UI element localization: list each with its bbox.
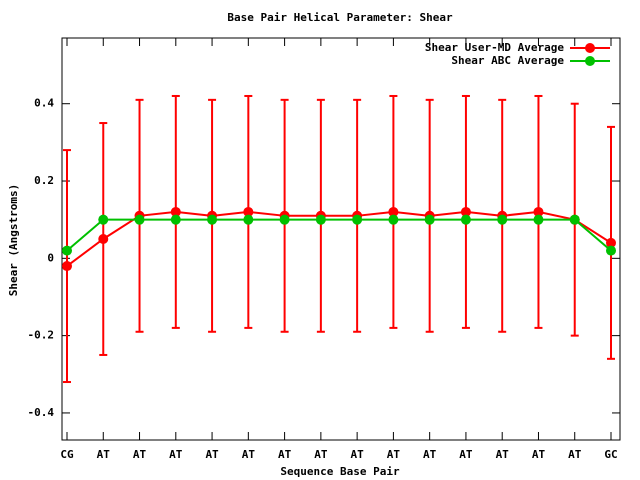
data-point — [134, 214, 145, 225]
plot-frame — [61, 37, 621, 441]
data-point — [460, 206, 471, 217]
data-point — [388, 206, 399, 217]
data-point — [606, 245, 616, 256]
x-tick-label: AT — [278, 448, 292, 461]
data-point — [606, 237, 616, 248]
x-tick-label: AT — [532, 448, 546, 461]
data-point — [460, 214, 471, 225]
x-tick-label: AT — [314, 448, 328, 461]
data-point — [207, 214, 218, 225]
data-point — [98, 214, 109, 225]
series-line — [66, 218, 612, 252]
x-axis-label: Sequence Base Pair — [280, 465, 400, 478]
y-tick-label: -0.4 — [28, 406, 55, 419]
x-tick-label: AT — [568, 448, 582, 461]
data-point — [315, 214, 326, 225]
y-axis-label: Shear (Angstroms) — [7, 184, 20, 297]
y-tick-label: 0.4 — [34, 97, 54, 110]
data-point — [279, 214, 290, 225]
x-tick-label: CG — [60, 448, 74, 461]
data-point — [98, 234, 109, 244]
y-tick-label: -0.2 — [28, 329, 55, 342]
y-tick-label: 0.2 — [34, 174, 54, 187]
data-point — [569, 214, 580, 225]
x-tick-label: AT — [423, 448, 437, 461]
data-point — [62, 245, 72, 256]
x-tick-label: AT — [205, 448, 219, 461]
x-tick-label: AT — [459, 448, 473, 461]
x-tick-label: AT — [351, 448, 365, 461]
x-tick-label: AT — [169, 448, 183, 461]
legend-marker — [585, 43, 595, 53]
x-tick-label: AT — [496, 448, 510, 461]
data-point — [388, 214, 399, 225]
data-point — [533, 214, 544, 225]
x-tick-label: AT — [387, 448, 401, 461]
data-point — [170, 214, 181, 225]
data-point — [497, 214, 508, 225]
y-tick-label: 0 — [47, 251, 54, 264]
legend-marker — [585, 56, 595, 66]
chart-title: Base Pair Helical Parameter: Shear — [227, 11, 453, 24]
x-tick-label: AT — [97, 448, 111, 461]
data-point — [170, 206, 181, 217]
data-point — [424, 214, 435, 225]
data-point — [62, 261, 72, 272]
legend-label: Shear User-MD Average — [425, 41, 564, 54]
x-tick-label: AT — [242, 448, 256, 461]
series-line — [66, 210, 612, 267]
x-tick-label: GC — [604, 448, 617, 461]
data-point — [243, 206, 254, 217]
data-point — [352, 214, 363, 225]
legend-label: Shear ABC Average — [451, 54, 564, 67]
data-point — [243, 214, 254, 225]
data-point — [533, 206, 544, 217]
x-tick-label: AT — [133, 448, 147, 461]
